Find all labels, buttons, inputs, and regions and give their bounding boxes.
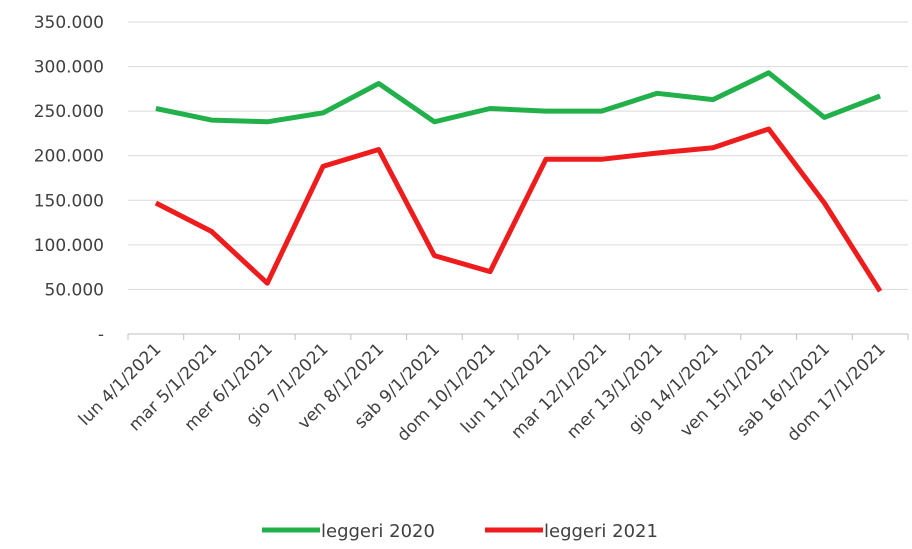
x-axis	[127, 333, 909, 340]
legend: leggeri 2020 leggeri 2021	[262, 521, 658, 542]
y-tick-label: 350.000	[34, 13, 104, 33]
legend-label: leggeri 2021	[544, 521, 658, 542]
x-tick-label: dom 17/1/2021	[783, 339, 889, 445]
y-tick-label: 50.000	[45, 280, 104, 300]
y-tick-label: 200.000	[34, 147, 104, 167]
y-tick-label: 100.000	[34, 236, 104, 256]
y-tick-label: 150.000	[34, 191, 104, 211]
series-line	[155, 70, 881, 125]
x-tick-label: mar 12/1/2021	[507, 339, 611, 443]
y-tick-label: 250.000	[34, 102, 104, 122]
series-line	[154, 126, 883, 293]
series-lines	[154, 70, 883, 293]
legend-label: leggeri 2020	[321, 521, 435, 542]
x-tick-label: dom 10/1/2021	[393, 339, 499, 445]
y-tick-label: -	[98, 325, 104, 345]
x-tick-label: mer 13/1/2021	[563, 339, 667, 443]
y-tick-label: 300.000	[34, 58, 104, 78]
y-axis-ticks: - 50.000 100.000 150.000 200.000 250.000 300.0…	[34, 13, 104, 345]
